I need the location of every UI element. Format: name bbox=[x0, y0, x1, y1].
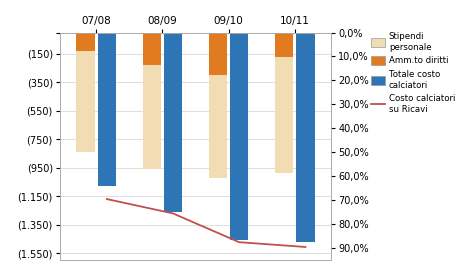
Bar bbox=[142, 33, 161, 169]
Bar bbox=[76, 33, 95, 152]
Bar bbox=[274, 33, 293, 173]
Legend: Stipendi
personale, Amm.to diritti, Totale costo
calciatori, Costo calciatori
su: Stipendi personale, Amm.to diritti, Tota… bbox=[370, 32, 454, 114]
Bar bbox=[274, 33, 293, 57]
Bar bbox=[142, 33, 161, 65]
Bar bbox=[230, 33, 248, 240]
Bar bbox=[296, 33, 314, 242]
Bar bbox=[208, 33, 227, 75]
Bar bbox=[163, 33, 182, 212]
Bar bbox=[208, 33, 227, 178]
Bar bbox=[76, 33, 95, 51]
Bar bbox=[97, 33, 116, 186]
